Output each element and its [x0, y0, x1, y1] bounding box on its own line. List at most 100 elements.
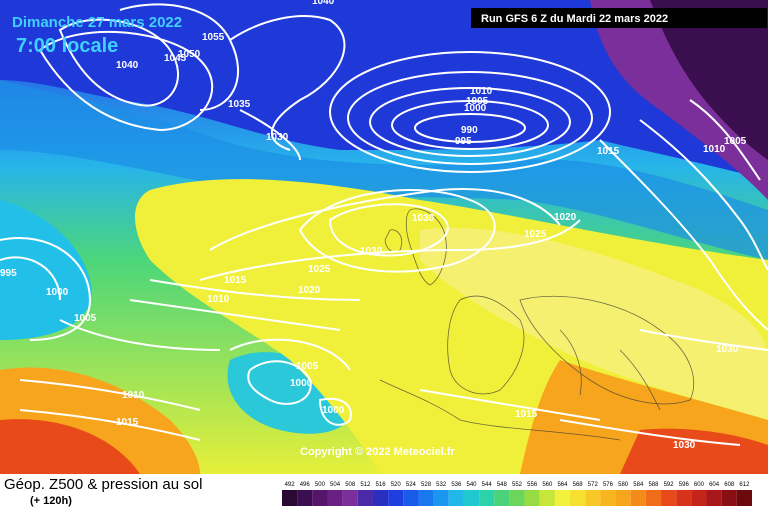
scale-swatch — [357, 490, 373, 506]
isobar-label: 1010 — [470, 86, 493, 97]
scale-tick-label: 544 — [482, 482, 493, 488]
scale-swatch — [388, 490, 404, 506]
scale-swatch — [706, 490, 722, 506]
isobar-1030-se-south — [559, 419, 741, 446]
scale-swatch — [721, 490, 737, 506]
isobar-label: 1010 — [207, 294, 230, 305]
scale-swatch — [736, 490, 752, 506]
isobar-label: 1000 — [290, 378, 313, 389]
isobar-label: 1015 — [597, 146, 620, 157]
scale-swatch — [570, 490, 586, 506]
weather-map: 1040 1055 1050 1045 1040 1035 1030 1010 … — [0, 0, 768, 474]
isobar-label: 1025 — [524, 229, 547, 240]
scale-swatch — [494, 490, 510, 506]
isobar-1025 — [209, 188, 561, 251]
scale-tick-label: 504 — [330, 482, 341, 488]
map-title: Géop. Z500 & pression au sol — [4, 476, 203, 493]
isobar-1015-med — [419, 389, 601, 421]
scale-tick-label: 592 — [664, 482, 675, 488]
scale-swatch — [327, 490, 343, 506]
scale-swatch — [691, 490, 707, 506]
scale-swatch — [403, 490, 419, 506]
copyright: Copyright © 2022 Meteociel.fr — [300, 446, 456, 458]
scale-swatch — [418, 490, 434, 506]
scale-tick-label: 536 — [451, 482, 462, 488]
isobar-label: 1050 — [178, 49, 201, 60]
isobar-1005-atlantic — [229, 338, 351, 371]
coastlines — [379, 208, 694, 441]
isobar-label: 995 — [0, 268, 17, 279]
isobar-label: 1030 — [673, 440, 696, 451]
scale-tick-label: 604 — [709, 482, 720, 488]
field-cyan-west — [0, 200, 92, 340]
isobar-atlantic-low-2 — [318, 397, 352, 426]
isobar-label: 1005 — [74, 313, 97, 324]
field-blue-north-band — [0, 80, 768, 260]
isobar-1015-south — [19, 409, 201, 441]
isobar-label: 1030 — [266, 132, 289, 143]
isobar-high-uk-1 — [328, 203, 449, 257]
isobar-label: 1040 — [312, 0, 335, 7]
scale-tick-label: 580 — [618, 482, 629, 488]
isobar-label: 1045 — [164, 53, 187, 64]
isobar-label: 1055 — [202, 32, 225, 43]
field-deep-blue-north — [0, 0, 768, 180]
scale-swatch — [615, 490, 631, 506]
isobar-label: 1010 — [703, 144, 726, 155]
scale-tick-label: 516 — [376, 482, 387, 488]
isobar-high-uk-2 — [298, 189, 496, 273]
isobar-label: 1035 — [228, 99, 251, 110]
isobar-label: 990 — [461, 125, 478, 136]
isobar-low-ring-2 — [391, 100, 549, 150]
scale-swatch — [509, 490, 525, 506]
scale-swatch — [297, 490, 313, 506]
scale-tick-label: 608 — [724, 482, 735, 488]
scale-tick-label: 576 — [603, 482, 614, 488]
isobar-1010-west — [129, 299, 341, 331]
scale-swatch — [585, 490, 601, 506]
isobar-east-1 — [599, 139, 768, 331]
scale-tick-label: 584 — [633, 482, 644, 488]
isobar-label: 1000 — [464, 103, 487, 114]
isobar-label: 1015 — [116, 417, 139, 428]
isobar-greenland-1 — [58, 18, 180, 107]
scale-tick-label: 532 — [436, 482, 447, 488]
scale-swatch — [676, 490, 692, 506]
forecast-time: 7:00 locale — [16, 35, 118, 57]
scale-swatch — [661, 490, 677, 506]
isobar-greenland-4 — [229, 15, 346, 151]
scale-tick-label: 588 — [648, 482, 659, 488]
isobar-label: 1040 — [116, 60, 139, 71]
scale-swatch — [524, 490, 540, 506]
run-info-box — [471, 8, 767, 28]
scale-swatch — [282, 490, 298, 506]
isobar-label: 1020 — [554, 212, 577, 223]
isobar-label: 995 — [455, 136, 472, 147]
isobar-east-3 — [689, 99, 761, 181]
isobar-label: 1005 — [296, 361, 319, 372]
forecast-date: Dimanche 27 mars 2022 — [12, 14, 182, 31]
scale-tick-label: 500 — [315, 482, 326, 488]
scale-swatch — [342, 490, 358, 506]
scale-tick-label: 496 — [300, 482, 311, 488]
isobar-label: 1030 — [412, 213, 435, 224]
isobar-label: 1030 — [716, 344, 739, 355]
field-red-southwest — [0, 419, 140, 474]
isobar-label: 1015 — [224, 275, 247, 286]
field-red-southeast — [620, 428, 768, 474]
scale-tick-label: 524 — [406, 482, 417, 488]
scale-tick-label: 520 — [391, 482, 402, 488]
isobar-labels: 1040 1055 1050 1045 1040 1035 1030 1010 … — [0, 0, 747, 451]
isobar-label: 1010 — [122, 390, 145, 401]
isobar-east-2 — [639, 119, 768, 271]
scale-tick-label: 612 — [739, 482, 750, 488]
scale-swatch — [372, 490, 389, 506]
scale-tick-label: 508 — [345, 482, 356, 488]
scale-swatch — [479, 490, 495, 506]
scale-tick-label: 492 — [285, 482, 296, 488]
scale-swatch — [630, 490, 646, 506]
color-scale: 492 496 500 504 508 512 516 520 524 528 532 536 540 5… — [282, 482, 752, 506]
isobar-1010-south — [19, 379, 201, 411]
scale-tick-label: 596 — [679, 482, 690, 488]
isobar-west-low-2 — [0, 237, 92, 341]
